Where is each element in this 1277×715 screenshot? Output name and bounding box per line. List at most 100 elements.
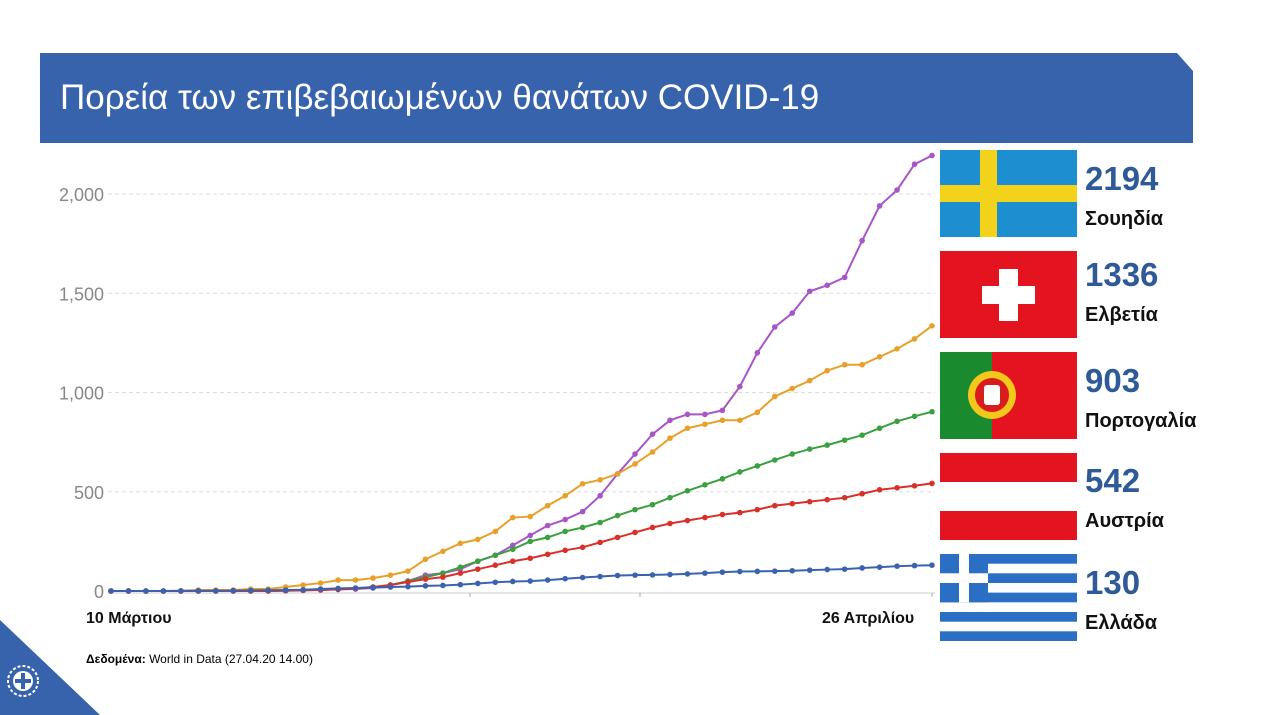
country-name: Ελβετία (1085, 304, 1158, 326)
data-point (527, 538, 534, 545)
data-point (492, 552, 499, 559)
data-point (771, 568, 778, 574)
data-point (789, 500, 796, 507)
data-point (806, 498, 813, 505)
data-point (492, 579, 499, 586)
data-point (562, 492, 568, 499)
data-point (317, 586, 324, 592)
data-point (475, 580, 481, 587)
data-point (754, 409, 761, 416)
data-point (806, 377, 813, 384)
data-point (178, 588, 184, 594)
line-chart: 0 500 1,000 1,500 2,000 (59, 152, 935, 602)
data-point (649, 524, 656, 531)
data-point (894, 484, 900, 491)
greece-flag-icon (940, 554, 1077, 641)
data-point (859, 432, 865, 438)
data-point (859, 490, 865, 497)
data-point (824, 566, 830, 573)
country-value: 1336 (1085, 256, 1159, 293)
series-line (111, 564, 933, 592)
data-point (684, 517, 691, 524)
data-point (509, 558, 516, 565)
data-point (841, 494, 848, 501)
title-banner (40, 53, 1193, 143)
data-point (667, 417, 673, 424)
data-point (544, 551, 551, 558)
data-point (667, 571, 673, 578)
data-point (911, 413, 918, 420)
data-point (108, 588, 114, 594)
country-value: 2194 (1085, 160, 1159, 197)
data-point (806, 446, 813, 452)
data-point (632, 506, 638, 513)
source-text: World in Data (27.04.20 14.00) (145, 652, 313, 666)
data-point (440, 582, 446, 589)
data-point (475, 558, 481, 565)
data-point (684, 425, 691, 432)
data-point (597, 492, 603, 499)
data-point (527, 513, 534, 520)
data-point (632, 529, 638, 536)
data-point (824, 367, 830, 374)
data-point (824, 282, 830, 289)
data-point (475, 536, 481, 543)
data-point (597, 573, 603, 580)
data-point (405, 583, 411, 590)
data-point (789, 385, 796, 392)
data-point (440, 570, 446, 576)
data-point (876, 425, 883, 432)
data-point (911, 336, 918, 342)
data-point (702, 421, 708, 428)
data-point (160, 588, 167, 594)
data-point (632, 451, 638, 457)
data-point (195, 588, 202, 594)
data-point (754, 350, 761, 356)
data-point (247, 587, 254, 594)
data-point (737, 383, 743, 390)
data-point (614, 512, 621, 519)
data-point (702, 570, 708, 576)
data-point (422, 583, 429, 589)
switzerland-flag-icon (940, 251, 1077, 338)
country-name: Σουηδία (1085, 208, 1164, 230)
portugal-flag-icon (940, 352, 1077, 439)
y-tick-label: 1,000 (59, 384, 104, 404)
data-point (509, 514, 516, 521)
data-point (719, 476, 726, 482)
data-point (544, 534, 551, 541)
data-source: Δεδομένα: World in Data (27.04.20 14.00) (86, 652, 313, 666)
country-name: Αυστρία (1085, 510, 1164, 532)
data-point (440, 574, 446, 580)
data-point (771, 457, 778, 463)
data-point (387, 584, 394, 590)
data-point (841, 566, 848, 572)
data-point (876, 564, 883, 570)
data-point (754, 506, 761, 513)
data-point (597, 477, 603, 483)
data-point (562, 516, 568, 523)
data-point (929, 408, 935, 415)
data-point (579, 544, 586, 551)
data-point (789, 567, 796, 574)
data-point (614, 534, 621, 541)
data-point (929, 480, 935, 487)
country-name: Πορτογαλία (1085, 410, 1197, 432)
data-point (684, 411, 691, 418)
data-point (597, 539, 603, 546)
data-point (317, 580, 324, 586)
data-point (143, 588, 149, 594)
page-title: Πορεία των επιβεβαιωμένων θανάτων COVID-… (60, 78, 820, 117)
data-point (859, 237, 865, 244)
data-point (509, 546, 516, 553)
data-point (125, 588, 132, 594)
data-point (737, 509, 743, 516)
data-point (649, 501, 656, 508)
data-point (544, 522, 551, 529)
data-point (929, 562, 935, 568)
data-point (335, 585, 341, 592)
data-point (702, 482, 708, 488)
data-point (684, 571, 691, 577)
data-point (509, 542, 516, 549)
data-point (579, 524, 586, 531)
